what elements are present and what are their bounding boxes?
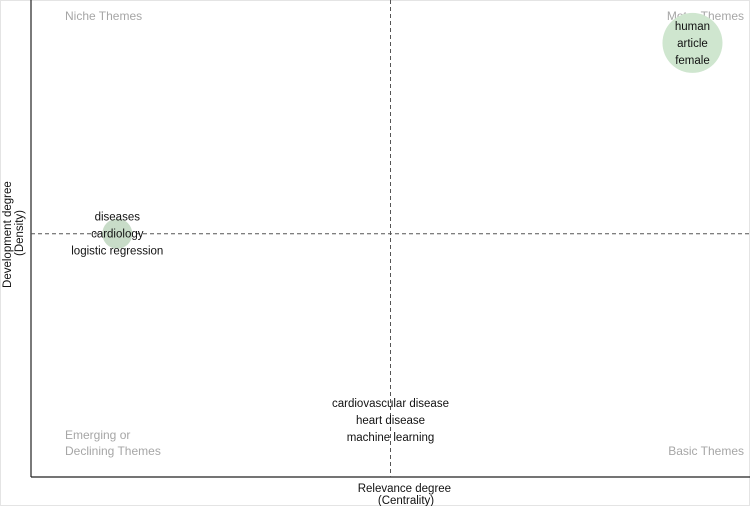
cluster-label: diseases <box>95 212 141 224</box>
cluster-label: cardiovascular disease <box>332 398 449 410</box>
cluster-label: cardiology <box>91 229 144 241</box>
x-axis-label: Relevance degree (Centrality) <box>358 483 455 506</box>
cluster-label: logistic regression <box>71 246 163 258</box>
quadrant-label-emerging: Emerging or Declining Themes <box>65 428 161 458</box>
y-axis-label: Development degree (Density) <box>2 178 26 288</box>
cluster-label: article <box>677 38 708 50</box>
cluster-label: human <box>675 21 710 33</box>
quadrant-label-niche: Niche Themes <box>65 9 142 23</box>
quadrant-label-basic: Basic Themes <box>668 444 744 458</box>
cluster-label: machine learning <box>347 432 435 444</box>
cluster-label: female <box>675 55 710 67</box>
cluster-label: heart disease <box>356 415 425 427</box>
clusters-layer: human article female diseases cardiology logi… <box>71 12 723 444</box>
cluster-bubble <box>102 218 133 249</box>
cluster-bubble <box>662 12 723 73</box>
